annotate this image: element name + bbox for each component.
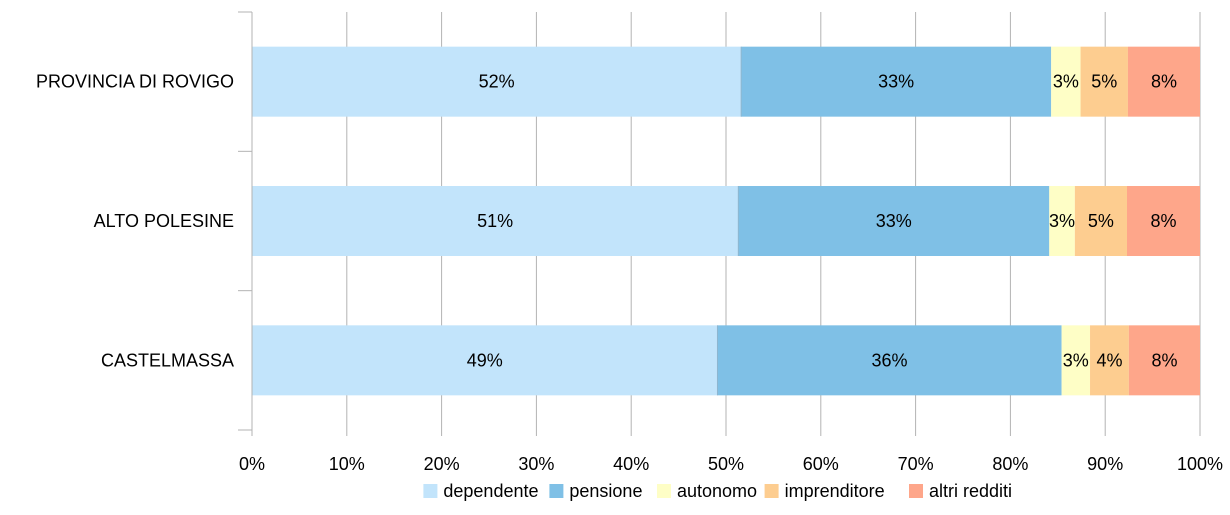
x-tick-label: 60% — [803, 454, 839, 474]
data-label: 8% — [1150, 211, 1176, 231]
bar-segment — [1051, 46, 1081, 117]
data-label: 4% — [1096, 350, 1122, 370]
bar-segment — [1049, 186, 1075, 256]
legend: dependente pensione autonomo imprenditore al… — [423, 481, 1012, 501]
bar-segment — [738, 186, 1050, 256]
legend-label: altri redditi — [929, 481, 1012, 501]
x-tick-label: 30% — [518, 454, 554, 474]
bar-segment — [1061, 325, 1091, 396]
data-label: 3% — [1049, 211, 1075, 231]
x-tick-label: 20% — [424, 454, 460, 474]
legend-label: pensione — [569, 481, 642, 501]
data-label: 3% — [1063, 350, 1089, 370]
bars: 52% 33% 3% 5% 8% 51% 33% 3% 5% 8% 49% 36% 3% 4% 8% — [252, 46, 1200, 396]
data-label: 51% — [477, 211, 513, 231]
x-tick-label: 40% — [613, 454, 649, 474]
category-label: CASTELMASSA — [101, 350, 234, 370]
x-tick-label: 100% — [1177, 454, 1223, 474]
legend-label: autonomo — [677, 481, 757, 501]
axes: 0% 10% 20% 30% 40% 50% 60% 70% 80% 90% 100% PROVINC… — [36, 11, 1223, 474]
x-tick-label: 80% — [992, 454, 1028, 474]
x-tick-label: 50% — [708, 454, 744, 474]
bar-segment — [1127, 186, 1200, 256]
bar-segment — [252, 46, 742, 117]
x-tick-label: 70% — [898, 454, 934, 474]
bar-segment — [1080, 46, 1128, 117]
legend-label: imprenditore — [785, 481, 885, 501]
data-label: 3% — [1053, 72, 1079, 92]
data-label: 5% — [1091, 72, 1117, 92]
legend-swatch — [909, 484, 923, 498]
bar-segment — [741, 46, 1052, 117]
bar-segment — [1090, 325, 1129, 396]
bar-segment — [1128, 325, 1200, 396]
data-label: 36% — [872, 350, 908, 370]
legend-swatch — [423, 484, 438, 498]
category-label: PROVINCIA DI ROVIGO — [36, 72, 234, 92]
category-label: ALTO POLESINE — [94, 211, 234, 231]
data-label: 8% — [1151, 350, 1177, 370]
bar-segment — [252, 325, 718, 396]
legend-swatch — [764, 484, 779, 498]
data-label: 33% — [878, 72, 914, 92]
legend-swatch — [657, 484, 671, 498]
x-tick-label: 90% — [1087, 454, 1123, 474]
legend-label: dependente — [443, 481, 538, 501]
bar-segment — [717, 325, 1062, 396]
data-label: 5% — [1088, 211, 1114, 231]
data-label: 49% — [467, 350, 503, 370]
x-tick-label: 10% — [329, 454, 365, 474]
bar-segment — [252, 186, 739, 256]
bar-segment — [1127, 46, 1200, 117]
data-label: 8% — [1151, 72, 1177, 92]
data-label: 33% — [876, 211, 912, 231]
legend-swatch — [549, 484, 564, 498]
data-label: 52% — [479, 72, 515, 92]
bar-segment — [1074, 186, 1128, 256]
x-tick-label: 0% — [239, 454, 265, 474]
